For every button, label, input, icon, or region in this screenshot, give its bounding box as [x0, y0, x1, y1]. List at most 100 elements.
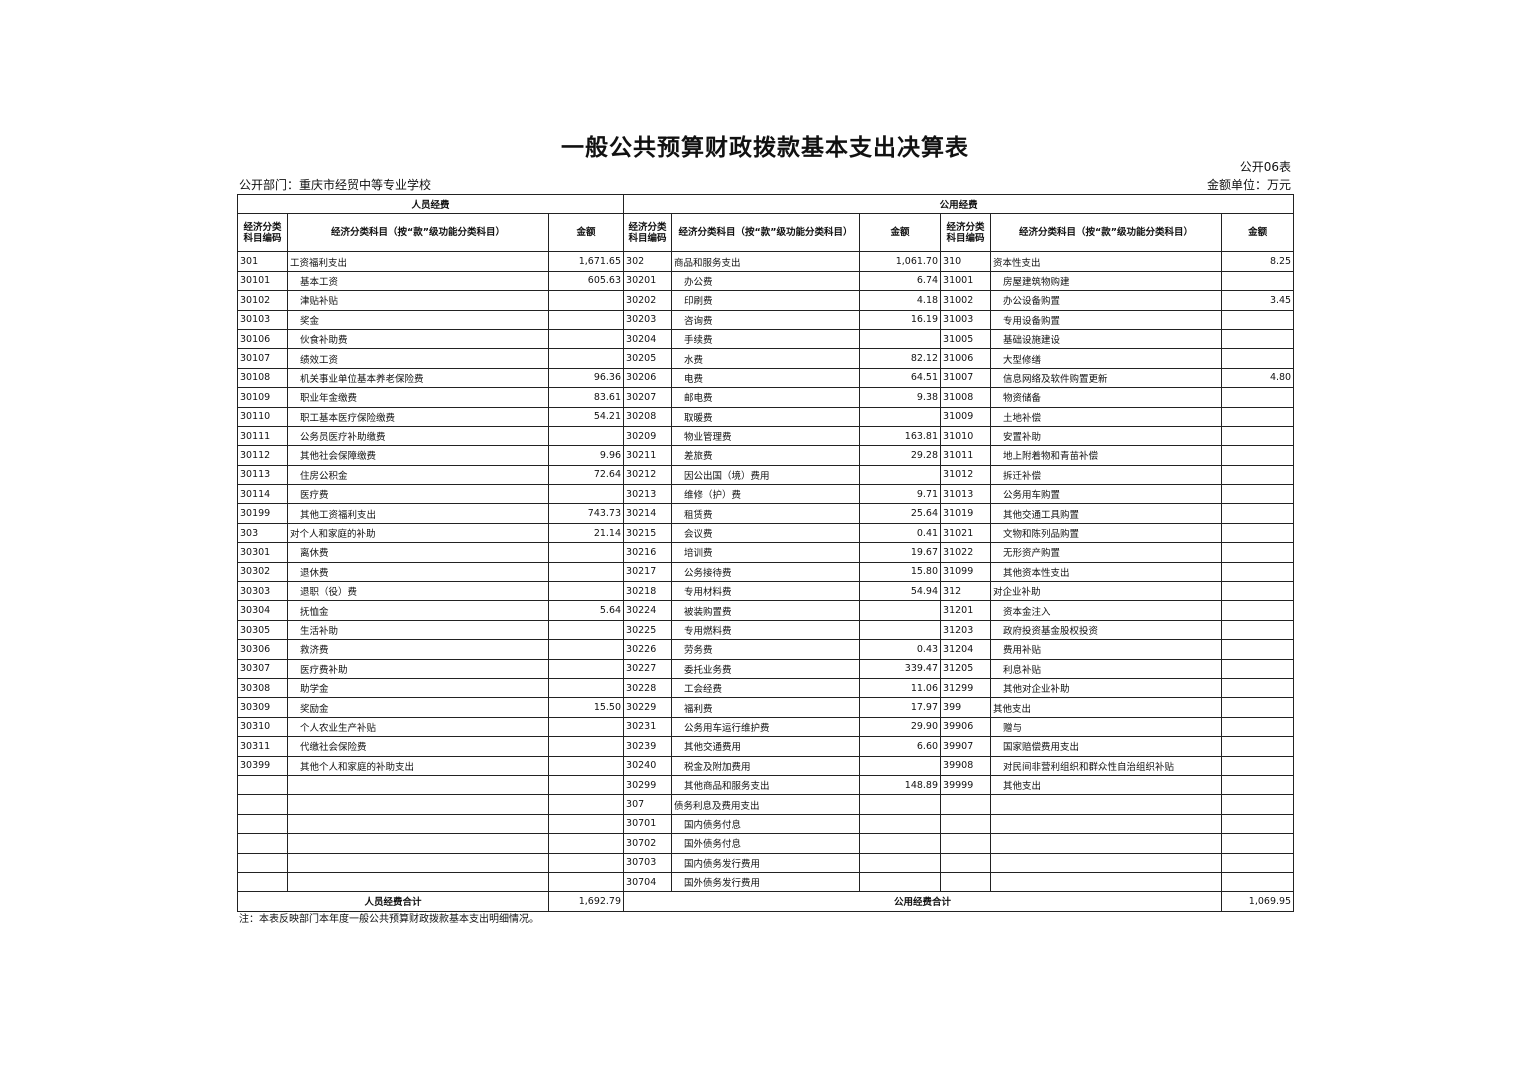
right-name-cell: 对民间非营利组织和群众性自治组织补贴: [990, 755, 1223, 776]
middle-code-cell: 30203: [623, 309, 673, 330]
middle-name-cell: 商品和服务支出: [671, 251, 861, 272]
table-row: 30107 绩效工资 30205 水费 82.12 31006 大型修缮: [237, 348, 1295, 369]
middle-name-cell: 办公费: [671, 270, 861, 292]
left-code-cell: 30303: [237, 581, 288, 602]
middle-amount-cell: [859, 619, 942, 641]
left-code-cell: 30106: [237, 328, 288, 350]
left-amount-cell: 96.36: [547, 367, 625, 389]
table-row: 30309 奖励金 15.50 30229 福利费 17.97 399 其他支出: [237, 697, 1295, 718]
table-row: 303 对个人和家庭的补助 21.14 30215 会议费 0.41 31021 文物和陈列品…: [237, 522, 1295, 544]
right-name-cell: 拆迁补偿: [990, 464, 1223, 486]
left-name-cell: [287, 833, 549, 854]
right-name-cell: 其他交通工具购置: [990, 503, 1223, 524]
middle-code-cell: 30231: [623, 716, 673, 738]
public-total-amount: 1,069.95: [1221, 891, 1295, 912]
table-row: 30108 机关事业单位基本养老保险费 96.36 30206 电费 64.51 31007…: [237, 367, 1295, 389]
left-amount-cell: [547, 755, 625, 776]
left-amount-cell: 605.63: [547, 270, 625, 292]
table-row: 30703 国内债务发行费用: [237, 852, 1295, 873]
middle-code-cell: 30227: [623, 658, 673, 679]
left-amount-cell: [547, 619, 625, 641]
middle-name-cell: 手续费: [671, 328, 861, 350]
left-code-cell: [237, 774, 288, 796]
middle-amount-cell: 16.19: [859, 309, 942, 330]
left-name-cell: 医疗费补助: [287, 658, 549, 679]
left-code-cell: 30311: [237, 736, 288, 757]
right-code-cell: 31019: [940, 503, 992, 524]
middle-amount-cell: 0.43: [859, 639, 942, 660]
middle-code-cell: 30217: [623, 561, 673, 583]
right-amount-cell: [1221, 581, 1295, 602]
middle-code-cell: 30205: [623, 348, 673, 369]
left-amount-cell: [547, 484, 625, 505]
right-name-cell: 房屋建筑物购建: [990, 270, 1223, 292]
middle-code-cell: 30202: [623, 290, 673, 311]
left-amount-cell: [547, 309, 625, 330]
right-name-cell: 其他支出: [990, 697, 1223, 718]
table-note: 注：本表反映部门本年度一般公共预算财政拨款基本支出明细情况。: [239, 914, 539, 925]
left-name-cell: 救济费: [287, 639, 549, 660]
form-number: 公开06表: [1239, 160, 1291, 174]
middle-amount-cell: 25.64: [859, 503, 942, 524]
middle-amount-cell: 17.97: [859, 697, 942, 718]
middle-code-cell: 30702: [623, 833, 673, 854]
right-amount-cell: [1221, 600, 1295, 621]
right-code-cell: 31006: [940, 348, 992, 369]
right-code-cell: 31204: [940, 639, 992, 660]
left-name-cell: 住房公积金: [287, 464, 549, 486]
right-code-cell: 31002: [940, 290, 992, 311]
right-amount-cell: [1221, 736, 1295, 757]
right-amount-cell: [1221, 542, 1295, 563]
middle-name-cell: 被装购置费: [671, 600, 861, 621]
right-amount-cell: [1221, 328, 1295, 350]
left-code-cell: [237, 833, 288, 854]
middle-name-cell: 公务接待费: [671, 561, 861, 583]
right-amount-cell: 8.25: [1221, 251, 1295, 272]
left-name-cell: 职业年金缴费: [287, 387, 549, 408]
middle-code-cell: 30213: [623, 484, 673, 505]
left-amount-cell: [547, 774, 625, 796]
middle-code-cell: 30211: [623, 445, 673, 466]
amount-unit: 金额单位：万元: [1206, 178, 1291, 192]
middle-amount-cell: [859, 464, 942, 486]
table-row: 30310 个人农业生产补贴 30231 公务用车运行维护费 29.90 39906 赠与: [237, 716, 1295, 738]
right-name-cell: 费用补贴: [990, 639, 1223, 660]
left-amount-cell: 5.64: [547, 600, 625, 621]
middle-code-cell: 30701: [623, 813, 673, 835]
right-name-cell: [990, 852, 1223, 873]
code-header: 经济分类科目编码: [940, 213, 992, 253]
left-name-cell: 个人农业生产补贴: [287, 716, 549, 738]
right-amount-cell: 4.80: [1221, 367, 1295, 389]
right-code-cell: 31007: [940, 367, 992, 389]
public-total-label: 公用经费合计: [623, 891, 1223, 912]
right-amount-cell: [1221, 813, 1295, 835]
middle-amount-cell: [859, 794, 942, 815]
left-code-cell: 30108: [237, 367, 288, 389]
middle-amount-cell: [859, 406, 942, 427]
left-name-cell: 奖金: [287, 309, 549, 330]
personnel-total-amount: 1,692.79: [547, 891, 625, 912]
middle-name-cell: 咨询费: [671, 309, 861, 330]
table-row: 30302 退休费 30217 公务接待费 15.80 31099 其他资本性支出: [237, 561, 1295, 583]
right-name-cell: 基础设施建设: [990, 328, 1223, 350]
left-code-cell: 30305: [237, 619, 288, 641]
right-name-cell: 利息补贴: [990, 658, 1223, 679]
middle-name-cell: 印刷费: [671, 290, 861, 311]
right-code-cell: 310: [940, 251, 992, 272]
table-row: 30113 住房公积金 72.64 30212 因公出国（境）费用 31012 拆迁补偿: [237, 464, 1295, 486]
left-amount-cell: [547, 716, 625, 738]
right-name-cell: 对企业补助: [990, 581, 1223, 602]
right-code-cell: 31099: [940, 561, 992, 583]
left-name-cell: [287, 813, 549, 835]
table-row: 30111 公务员医疗补助缴费 30209 物业管理费 163.81 31010 安置补助: [237, 425, 1295, 447]
name-header: 经济分类科目（按“款”级功能分类科目）: [671, 213, 861, 253]
right-code-cell: 31003: [940, 309, 992, 330]
middle-code-cell: 30229: [623, 697, 673, 718]
left-code-cell: 30310: [237, 716, 288, 738]
middle-name-cell: 水费: [671, 348, 861, 369]
middle-name-cell: 专用燃料费: [671, 619, 861, 641]
right-code-cell: [940, 833, 992, 854]
middle-code-cell: 30201: [623, 270, 673, 292]
left-amount-cell: 21.14: [547, 522, 625, 544]
middle-name-cell: 差旅费: [671, 445, 861, 466]
